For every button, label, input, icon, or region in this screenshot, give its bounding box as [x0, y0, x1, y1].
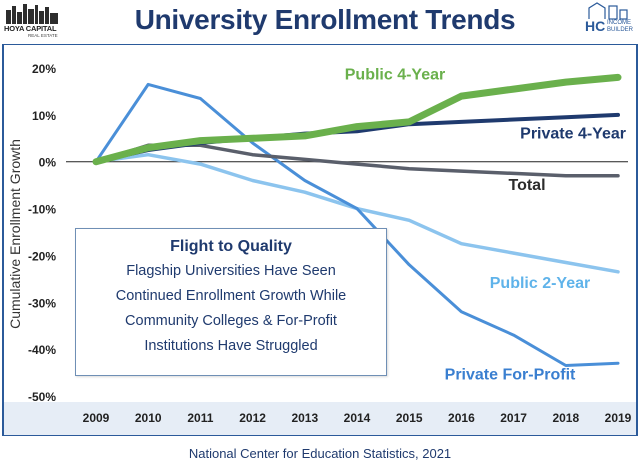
y-axis-label: Cumulative Enrollment Growth	[7, 139, 23, 329]
y-tick-label: -50%	[28, 390, 56, 404]
x-tick-label: 2016	[448, 411, 475, 425]
y-tick-label: -30%	[28, 296, 56, 310]
series-label-private4: Private 4-Year	[520, 125, 626, 142]
logo-right-sub: INCOME BUILDER	[607, 20, 634, 33]
source-note: National Center for Education Statistics…	[188, 446, 452, 461]
callout-line: Institutions Have Struggled	[144, 338, 318, 354]
footer: National Center for Education Statistics…	[0, 436, 640, 473]
series-label-privateFP: Private For-Profit	[445, 367, 576, 384]
callout-line: Flagship Universities Have Seen	[126, 263, 336, 279]
y-tick-label: -10%	[28, 203, 56, 217]
y-tick-label: 10%	[32, 109, 56, 123]
x-tick-label: 2019	[605, 411, 632, 425]
skyline-icon	[4, 2, 60, 24]
y-tick-label: 20%	[32, 62, 56, 76]
y-tick-label: 0%	[39, 156, 57, 170]
logo-right-text: HC	[585, 18, 606, 34]
plot-border	[2, 44, 638, 436]
x-tick-label: 2014	[344, 411, 371, 425]
x-tick-label: 2013	[291, 411, 318, 425]
x-tick-label: 2010	[135, 411, 162, 425]
series-line-privateFP	[94, 82, 620, 367]
line-chart: Cumulative Enrollment Growth -50% -40% -30…	[2, 44, 638, 436]
y-tick-label: -20%	[28, 249, 56, 263]
logo-left-text: HOYA CAPITAL	[4, 24, 57, 33]
x-tick-label: 2012	[239, 411, 266, 425]
hoya-capital-logo: HOYA CAPITAL REAL ESTATE	[4, 2, 60, 42]
y-tick-label: -40%	[28, 343, 56, 357]
callout-line: Community Colleges & For-Profit	[125, 313, 337, 329]
x-tick-label: 2018	[552, 411, 579, 425]
callout-box: Flight to Quality Flagship Universities …	[75, 228, 387, 376]
x-tick-label: 2017	[500, 411, 527, 425]
header: HOYA CAPITAL REAL ESTATE University Enro…	[0, 0, 640, 44]
logo-left-sub: REAL ESTATE	[28, 33, 58, 38]
page-title: University Enrollment Trends	[134, 4, 516, 35]
callout-title: Flight to Quality	[170, 238, 292, 255]
series-label-public4: Public 4-Year	[345, 67, 446, 84]
x-tick-label: 2011	[187, 411, 213, 425]
callout-line: Continued Enrollment Growth While	[115, 288, 347, 304]
x-axis-band	[4, 402, 636, 435]
x-tick-label: 2015	[396, 411, 423, 425]
series-label-public2: Public 2-Year	[490, 275, 591, 292]
building-icon	[588, 2, 628, 20]
series-line-public4	[92, 73, 622, 166]
series-label-total: Total	[508, 177, 545, 194]
income-builder-logo: HC INCOME BUILDER	[585, 2, 637, 44]
x-tick-label: 2009	[83, 411, 110, 425]
